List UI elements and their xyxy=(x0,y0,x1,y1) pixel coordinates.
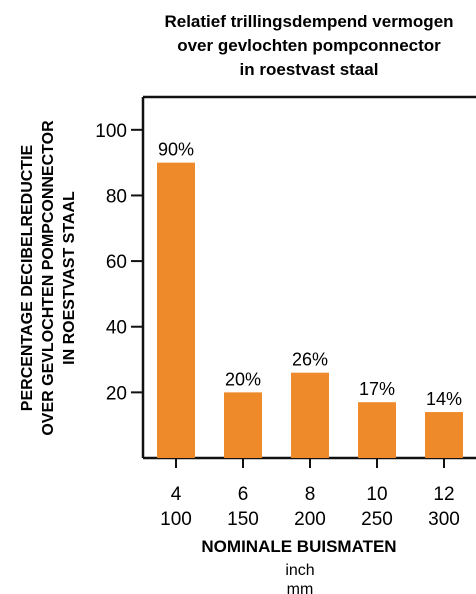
x-tick-label-mm: 150 xyxy=(227,509,259,530)
y-axis-label: PERCENTAGE DECIBELREDUCTIE OVER GEVLOCHTE… xyxy=(19,120,78,436)
data-label: 20% xyxy=(225,369,261,389)
y-tick-label: 80 xyxy=(106,186,127,207)
y-axis-label-line: IN ROESTVAST STAAL xyxy=(61,191,78,365)
chart-title-line: in roestvast staal xyxy=(240,60,379,79)
x-tick-label-mm: 300 xyxy=(428,509,460,530)
bars xyxy=(157,162,463,459)
bar xyxy=(291,372,329,458)
data-label: 14% xyxy=(426,389,462,409)
data-label: 90% xyxy=(158,140,194,160)
y-tick-label: 60 xyxy=(106,252,127,273)
x-tick-label-inch: 6 xyxy=(238,484,249,505)
y-tick-label: 40 xyxy=(106,318,127,339)
x-tick-label-mm: 250 xyxy=(361,509,393,530)
bar xyxy=(157,162,195,459)
data-label: 26% xyxy=(292,350,328,370)
data-label: 17% xyxy=(359,379,395,399)
chart-title-line: over gevlochten pompconnector xyxy=(177,36,441,55)
chart-title-line: Relatief trillingsdempend vermogen xyxy=(164,12,453,31)
x-tick-label-mm: 200 xyxy=(294,509,326,530)
bar xyxy=(425,412,463,458)
y-axis-label-line: PERCENTAGE DECIBELREDUCTIE xyxy=(19,144,36,411)
x-tick-label-inch: 10 xyxy=(366,484,387,505)
x-tick-label-inch: 12 xyxy=(433,484,454,505)
x-tick-label-inch: 4 xyxy=(171,484,182,505)
y-axis-label-line: OVER GEVLOCHTEN POMPCONNECTOR xyxy=(40,120,57,436)
chart-title: Relatief trillingsdempend vermogen over g… xyxy=(164,12,453,79)
x-axis-label: NOMINALE BUISMATEN xyxy=(201,537,396,556)
y-ticks: 20 40 60 80 100 xyxy=(95,121,143,404)
y-tick-label: 20 xyxy=(106,383,127,404)
y-tick-label: 100 xyxy=(95,121,127,142)
bar xyxy=(358,402,396,458)
x-ticks: 4 100 6 150 8 200 10 250 12 300 xyxy=(160,458,460,530)
x-unit-mm: mm xyxy=(287,581,314,594)
bar xyxy=(224,392,262,458)
x-unit-inch: inch xyxy=(285,562,314,579)
x-tick-label-mm: 100 xyxy=(160,509,192,530)
x-tick-label-inch: 8 xyxy=(305,484,316,505)
data-labels: 90% 20% 26% 17% 14% xyxy=(158,140,462,409)
